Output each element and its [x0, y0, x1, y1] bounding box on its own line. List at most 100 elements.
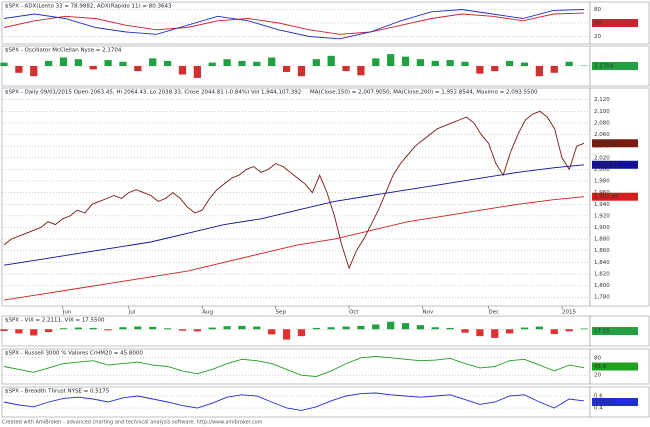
bar — [431, 60, 439, 66]
bar — [104, 329, 112, 331]
bar — [297, 66, 306, 77]
y-tick-label: 2,100 — [594, 109, 610, 115]
price-badge-bg — [592, 160, 638, 169]
bar — [342, 326, 350, 330]
bar — [387, 54, 395, 66]
pane-title: $SPX - VIX = 2.2111, VIX = 17.5500 — [5, 318, 105, 324]
value-badge: 0.5175 — [594, 400, 614, 406]
price-badge-bg — [592, 139, 638, 148]
bar — [44, 329, 53, 333]
bar — [30, 329, 38, 336]
bar — [74, 59, 82, 66]
x-tick-label: 2015 — [562, 310, 576, 316]
y-tick-label: 0.4 — [594, 406, 603, 412]
series-line — [3, 355, 585, 378]
bar — [0, 62, 8, 66]
y-tick-label: 1,800 — [594, 283, 610, 289]
bar — [59, 57, 68, 66]
x-tick-label: Nov — [422, 310, 433, 316]
bar — [163, 60, 172, 66]
bar — [30, 66, 38, 77]
y-tick-label: 1,860 — [594, 248, 610, 254]
y-tick-label: 1,920 — [594, 213, 610, 219]
y-tick-label: 2,060 — [594, 132, 610, 138]
bar — [238, 325, 246, 330]
bar — [44, 60, 53, 66]
pane-title: $SPX - Daily 09/01/2015 Open 2063.45, Hi… — [5, 90, 301, 96]
bar — [565, 329, 573, 332]
bar — [416, 325, 425, 330]
y-tick-label: 0.6 — [594, 394, 603, 400]
bar — [506, 329, 514, 334]
bar — [520, 327, 529, 330]
bar — [15, 66, 23, 73]
bar — [401, 323, 410, 330]
value-badge-bg — [592, 19, 638, 27]
bar — [461, 61, 469, 66]
bar — [119, 61, 127, 66]
y-tick-label: 80 — [594, 355, 601, 361]
bar — [461, 329, 469, 333]
bar — [550, 66, 558, 73]
bar — [342, 66, 350, 72]
value-badge: 45.8 — [594, 364, 607, 370]
bar — [89, 66, 97, 70]
price-badge: 2,044.81 — [594, 141, 619, 147]
pane-title: $SPX - Breadth Thrust NYSE = 0.5175 — [5, 389, 110, 395]
value-badge-bg — [592, 62, 638, 70]
y-tick-label: 1,900 — [594, 225, 610, 231]
bar — [223, 326, 231, 330]
bar — [387, 321, 395, 330]
bar — [119, 327, 127, 330]
bar — [89, 327, 97, 330]
x-tick-label: Jul — [128, 310, 136, 316]
series-line — [3, 9, 585, 40]
bar — [297, 329, 306, 337]
bar — [446, 327, 454, 330]
bar — [0, 329, 8, 331]
y-tick-label: 80 — [594, 7, 601, 13]
bar — [163, 328, 172, 330]
bar — [476, 329, 484, 337]
bar — [178, 329, 187, 331]
bar — [535, 66, 544, 77]
bar — [416, 59, 425, 66]
footer: Created with AmiBroker - advanced charti… — [2, 420, 263, 426]
bar — [372, 58, 380, 66]
bar — [193, 329, 201, 332]
series-line — [3, 110, 585, 270]
y-tick-label: 1,820 — [594, 271, 610, 277]
series-line — [3, 12, 585, 35]
bar — [178, 66, 187, 75]
bar — [580, 328, 588, 330]
bar — [149, 326, 157, 330]
bar — [327, 55, 335, 66]
bar — [282, 66, 291, 72]
bar — [550, 329, 558, 335]
bar — [59, 328, 68, 330]
y-tick-label: 1,940 — [594, 202, 610, 208]
y-tick-label: 1,780 — [594, 295, 610, 301]
bar — [208, 327, 216, 330]
y-tick-label: 20 — [594, 34, 601, 40]
pane-title: $SPX - ADX(Lento 33 = 78.9882, ADX(Rapid… — [5, 4, 172, 10]
bar — [15, 329, 23, 334]
value-badge-bg — [592, 362, 638, 371]
y-tick-label: 2,120 — [594, 97, 610, 103]
bar — [446, 60, 454, 66]
bar — [565, 61, 573, 66]
value-badge-bg — [592, 398, 638, 406]
bar — [357, 66, 365, 76]
value-badge: 2.1704 — [594, 64, 614, 70]
bar — [238, 60, 246, 66]
bar — [431, 327, 439, 330]
y-tick-label: 1,980 — [594, 179, 610, 185]
bar — [401, 56, 410, 66]
bar — [491, 66, 499, 72]
bar — [476, 66, 484, 74]
bar — [491, 329, 499, 338]
bar — [253, 326, 261, 330]
bar — [223, 59, 231, 66]
bar — [104, 60, 112, 66]
